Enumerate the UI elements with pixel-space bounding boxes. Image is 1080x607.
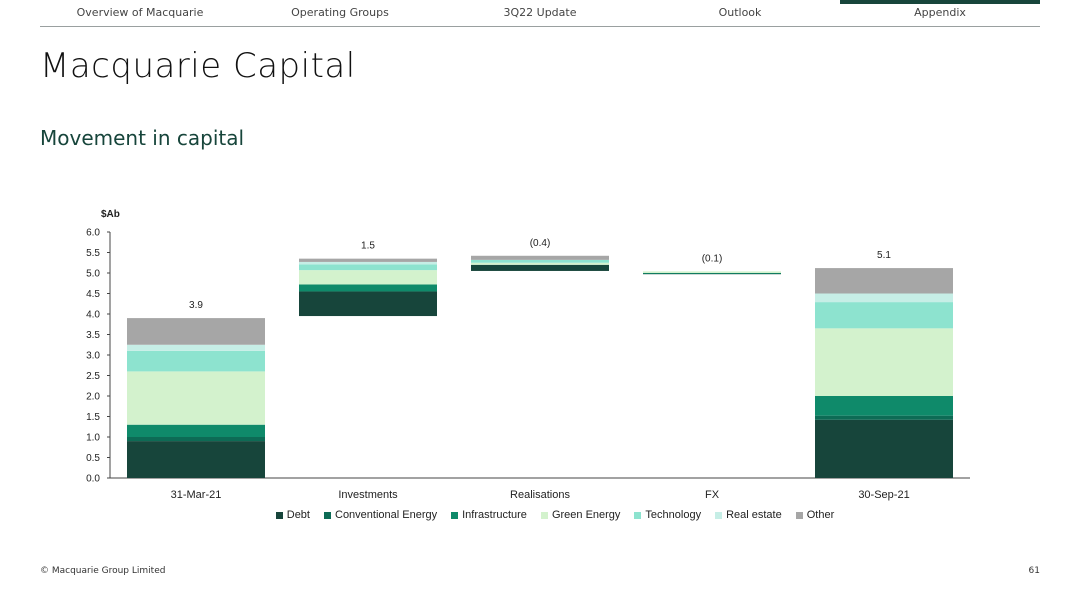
y-tick-label: 6.0 <box>86 228 100 239</box>
legend-item: Debt <box>275 507 310 523</box>
bar-total-label: 1.5 <box>361 241 375 252</box>
y-axis-label: $Ab <box>101 209 120 220</box>
bar-segment-infrastructure <box>643 273 781 274</box>
bar-segment-real-estate <box>815 293 953 303</box>
nav-tab-operating-groups[interactable]: Operating Groups <box>291 6 389 19</box>
x-category-label: 30-Sep-21 <box>858 489 909 501</box>
bar-segment-other <box>127 318 265 345</box>
bar-segment-other <box>471 255 609 260</box>
y-tick-label: 4.5 <box>86 289 100 300</box>
y-tick-label: 1.0 <box>86 433 100 444</box>
top-navigation: Overview of Macquarie Operating Groups 3… <box>40 0 1040 27</box>
page-number: 61 <box>1028 566 1040 576</box>
bar-segment-technology <box>815 302 953 329</box>
bar-segment-infrastructure <box>815 396 953 416</box>
bar-segment-conventional-energy <box>815 415 953 420</box>
y-tick-label: 5.5 <box>86 248 100 259</box>
bar-segment-green-energy <box>299 270 437 285</box>
bar-segment-infrastructure <box>127 424 265 437</box>
nav-tab-3q22-update[interactable]: 3Q22 Update <box>503 6 577 19</box>
y-tick-label: 3.0 <box>86 351 100 362</box>
bar-segment-other <box>299 258 437 262</box>
bar-segment-technology <box>299 264 437 271</box>
bar-segment-other <box>815 268 953 294</box>
legend-swatch <box>451 511 459 519</box>
y-tick-label: 2.5 <box>86 371 100 382</box>
section-title: Movement in capital <box>40 126 245 150</box>
legend-swatch <box>715 511 723 519</box>
legend-label: Technology <box>645 509 702 521</box>
legend-item: Green Energy <box>540 507 621 523</box>
legend-item: Technology <box>634 507 701 523</box>
legend-item: Infrastructure <box>451 507 527 523</box>
bar-total-label: 5.1 <box>877 250 891 261</box>
bar-segment-debt <box>643 273 781 275</box>
bar-segment-debt <box>815 419 953 478</box>
bar-total-label: 3.9 <box>189 300 203 311</box>
legend-swatch <box>795 511 803 519</box>
bar-segment-green-energy <box>471 262 609 265</box>
legend-label: Debt <box>286 509 310 521</box>
bar-segment-real-estate <box>299 261 437 265</box>
legend-swatch <box>540 511 548 519</box>
y-tick-label: 4.0 <box>86 310 100 321</box>
y-tick-label: 2.0 <box>86 392 100 403</box>
nav-tab-appendix[interactable]: Appendix <box>840 0 1040 26</box>
bar-segment-infrastructure <box>299 284 437 292</box>
y-tick-label: 0.5 <box>86 453 100 464</box>
legend-label: Infrastructure <box>462 509 527 521</box>
legend-item: Other <box>795 507 835 523</box>
bar-total-label: (0.4) <box>530 238 551 249</box>
bar-segment-debt <box>127 441 265 478</box>
legend-label: Conventional Energy <box>335 509 438 521</box>
legend-item: Real estate <box>715 507 782 523</box>
bar-segment-green-energy <box>127 371 265 425</box>
bar-segment-conventional-energy <box>127 437 265 442</box>
bar-segment-real-estate <box>127 344 265 351</box>
bar-segment-technology <box>127 350 265 372</box>
legend-label: Other <box>806 509 835 521</box>
y-tick-label: 0.0 <box>86 474 100 485</box>
bar-segment-debt <box>299 291 437 317</box>
y-tick-label: 3.5 <box>86 330 100 341</box>
y-tick-label: 1.5 <box>86 412 100 423</box>
legend-swatch <box>634 511 642 519</box>
bar-segment-debt <box>471 264 609 271</box>
legend-swatch <box>275 511 283 519</box>
legend-label: Green Energy <box>551 509 621 521</box>
nav-tab-overview[interactable]: Overview of Macquarie <box>76 6 204 19</box>
legend-label: Real estate <box>726 509 782 521</box>
x-category-label: 31-Mar-21 <box>171 489 222 501</box>
bar-segment-technology <box>471 259 609 263</box>
y-tick-label: 5.0 <box>86 269 100 280</box>
bar-segment-green-energy <box>643 271 781 273</box>
x-category-label: FX <box>705 489 720 501</box>
page-title: Macquarie Capital <box>40 46 356 86</box>
bar-total-label: (0.1) <box>702 253 723 264</box>
nav-tab-outlook[interactable]: Outlook <box>718 6 762 19</box>
legend-swatch <box>324 511 331 519</box>
x-category-label: Investments <box>338 489 398 501</box>
x-category-label: Realisations <box>510 489 570 501</box>
chart-legend: Debt Conventional Energy Infrastructure Gre… <box>0 507 1080 523</box>
bar-segment-green-energy <box>815 328 953 396</box>
legend-item: Conventional Energy <box>324 507 437 523</box>
footer-copyright: © Macquarie Group Limited <box>40 566 166 576</box>
